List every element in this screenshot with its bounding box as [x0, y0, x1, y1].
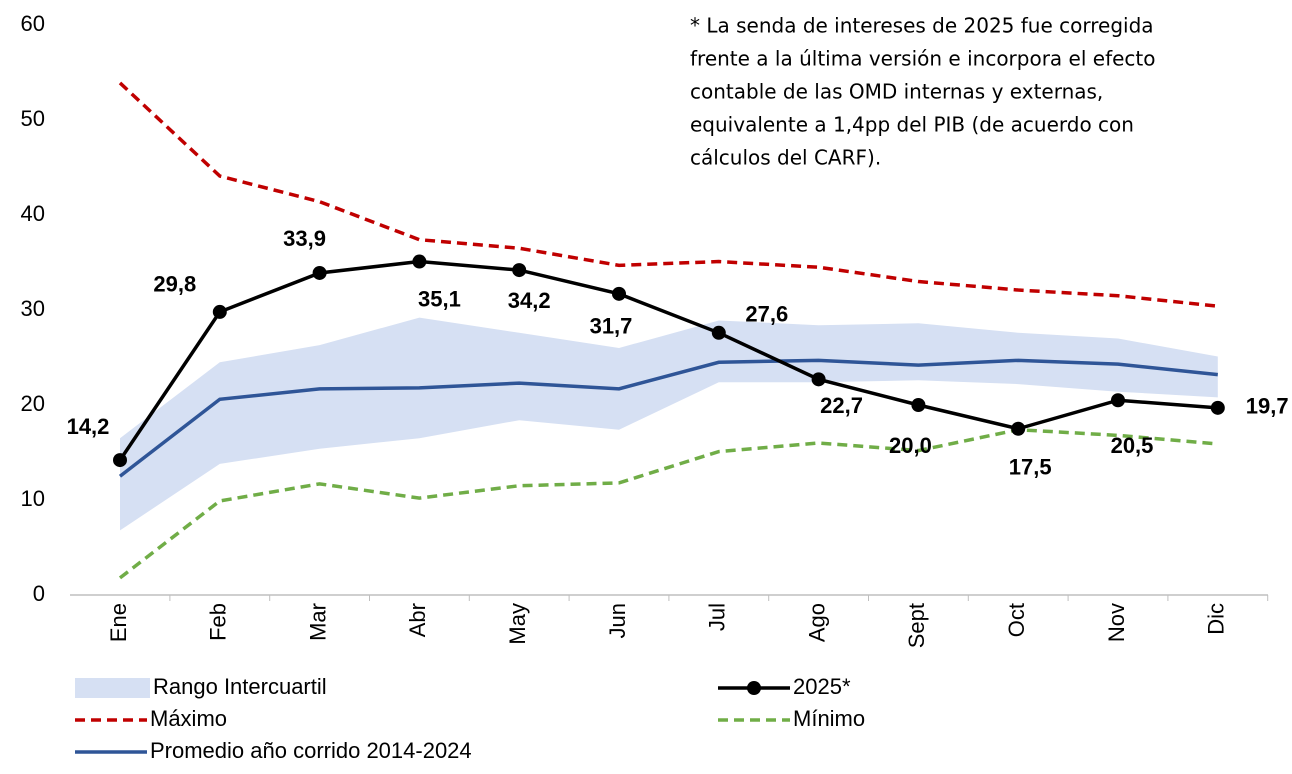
x-tick-label: Jun: [605, 603, 630, 638]
value-label: 22,7: [820, 393, 863, 418]
y-tick-label: 20: [21, 391, 45, 416]
y-tick-label: 10: [21, 486, 45, 511]
x-tick-label: Ene: [106, 603, 131, 642]
point: [612, 286, 626, 301]
series-line: [118, 81, 1218, 308]
series-line: [118, 358, 1218, 478]
series-line: [118, 259, 1218, 462]
point: [113, 453, 127, 468]
value-label: 29,8: [153, 272, 196, 297]
value-label: 35,1: [418, 286, 461, 311]
interquartile-band: [120, 317, 1218, 531]
point: [911, 398, 926, 412]
y-tick-label: 40: [21, 201, 45, 226]
legend-label: Rango Intercuartil: [153, 674, 327, 699]
series-line: [118, 427, 1218, 580]
legend-label: Máximo: [150, 706, 227, 731]
legend-label: 2025*: [793, 674, 851, 699]
value-label: 27,6: [745, 302, 788, 327]
point: [1111, 393, 1125, 408]
x-tick-label: Abr: [405, 603, 430, 637]
point: [512, 263, 527, 278]
value-label: 20,0: [889, 433, 932, 458]
point: [212, 304, 227, 319]
y-tick-label: 30: [21, 296, 45, 321]
legend-marker: [747, 681, 761, 695]
annotation: contable de las OMD internas y externas,: [690, 80, 1103, 104]
value-label: 31,7: [590, 314, 633, 339]
value-label: 33,9: [283, 226, 326, 251]
x-tick-label: Feb: [206, 603, 231, 641]
point: [412, 254, 427, 269]
value-label: 17,5: [1009, 455, 1052, 480]
value-label: 20,5: [1111, 433, 1154, 458]
legend-swatch: [75, 678, 150, 698]
point: [1011, 421, 1026, 436]
x-tick-label: Jul: [705, 603, 730, 631]
legend-label: Mínimo: [793, 706, 865, 731]
annotation: equivalente a 1,4pp del PIB (de acuerdo …: [690, 113, 1134, 137]
value-label: 34,2: [508, 288, 551, 313]
x-tick-label: Ago: [804, 603, 829, 642]
x-tick-label: Dic: [1204, 603, 1229, 635]
x-tick-label: May: [505, 603, 530, 645]
x-tick-label: Nov: [1104, 603, 1129, 642]
point: [811, 372, 826, 387]
point: [711, 325, 726, 340]
value-label: 19,7: [1246, 394, 1289, 419]
point: [1210, 400, 1225, 415]
y-tick-label: 60: [21, 11, 45, 36]
point: [312, 265, 327, 280]
annotation: cálculos del CARF).: [690, 146, 881, 170]
value-label: 14,2: [67, 414, 110, 439]
x-tick-label: Mar: [305, 603, 330, 641]
x-tick-label: Sept: [904, 603, 929, 648]
annotation: frente a la última versión e incorpora e…: [690, 47, 1156, 71]
annotation: * La senda de intereses de 2025 fue corr…: [690, 14, 1154, 38]
x-tick-label: Oct: [1004, 603, 1029, 637]
y-tick-label: 0: [33, 581, 45, 606]
legend-label: Promedio año corrido 2014-2024: [150, 738, 472, 763]
y-tick-label: 50: [21, 106, 45, 131]
